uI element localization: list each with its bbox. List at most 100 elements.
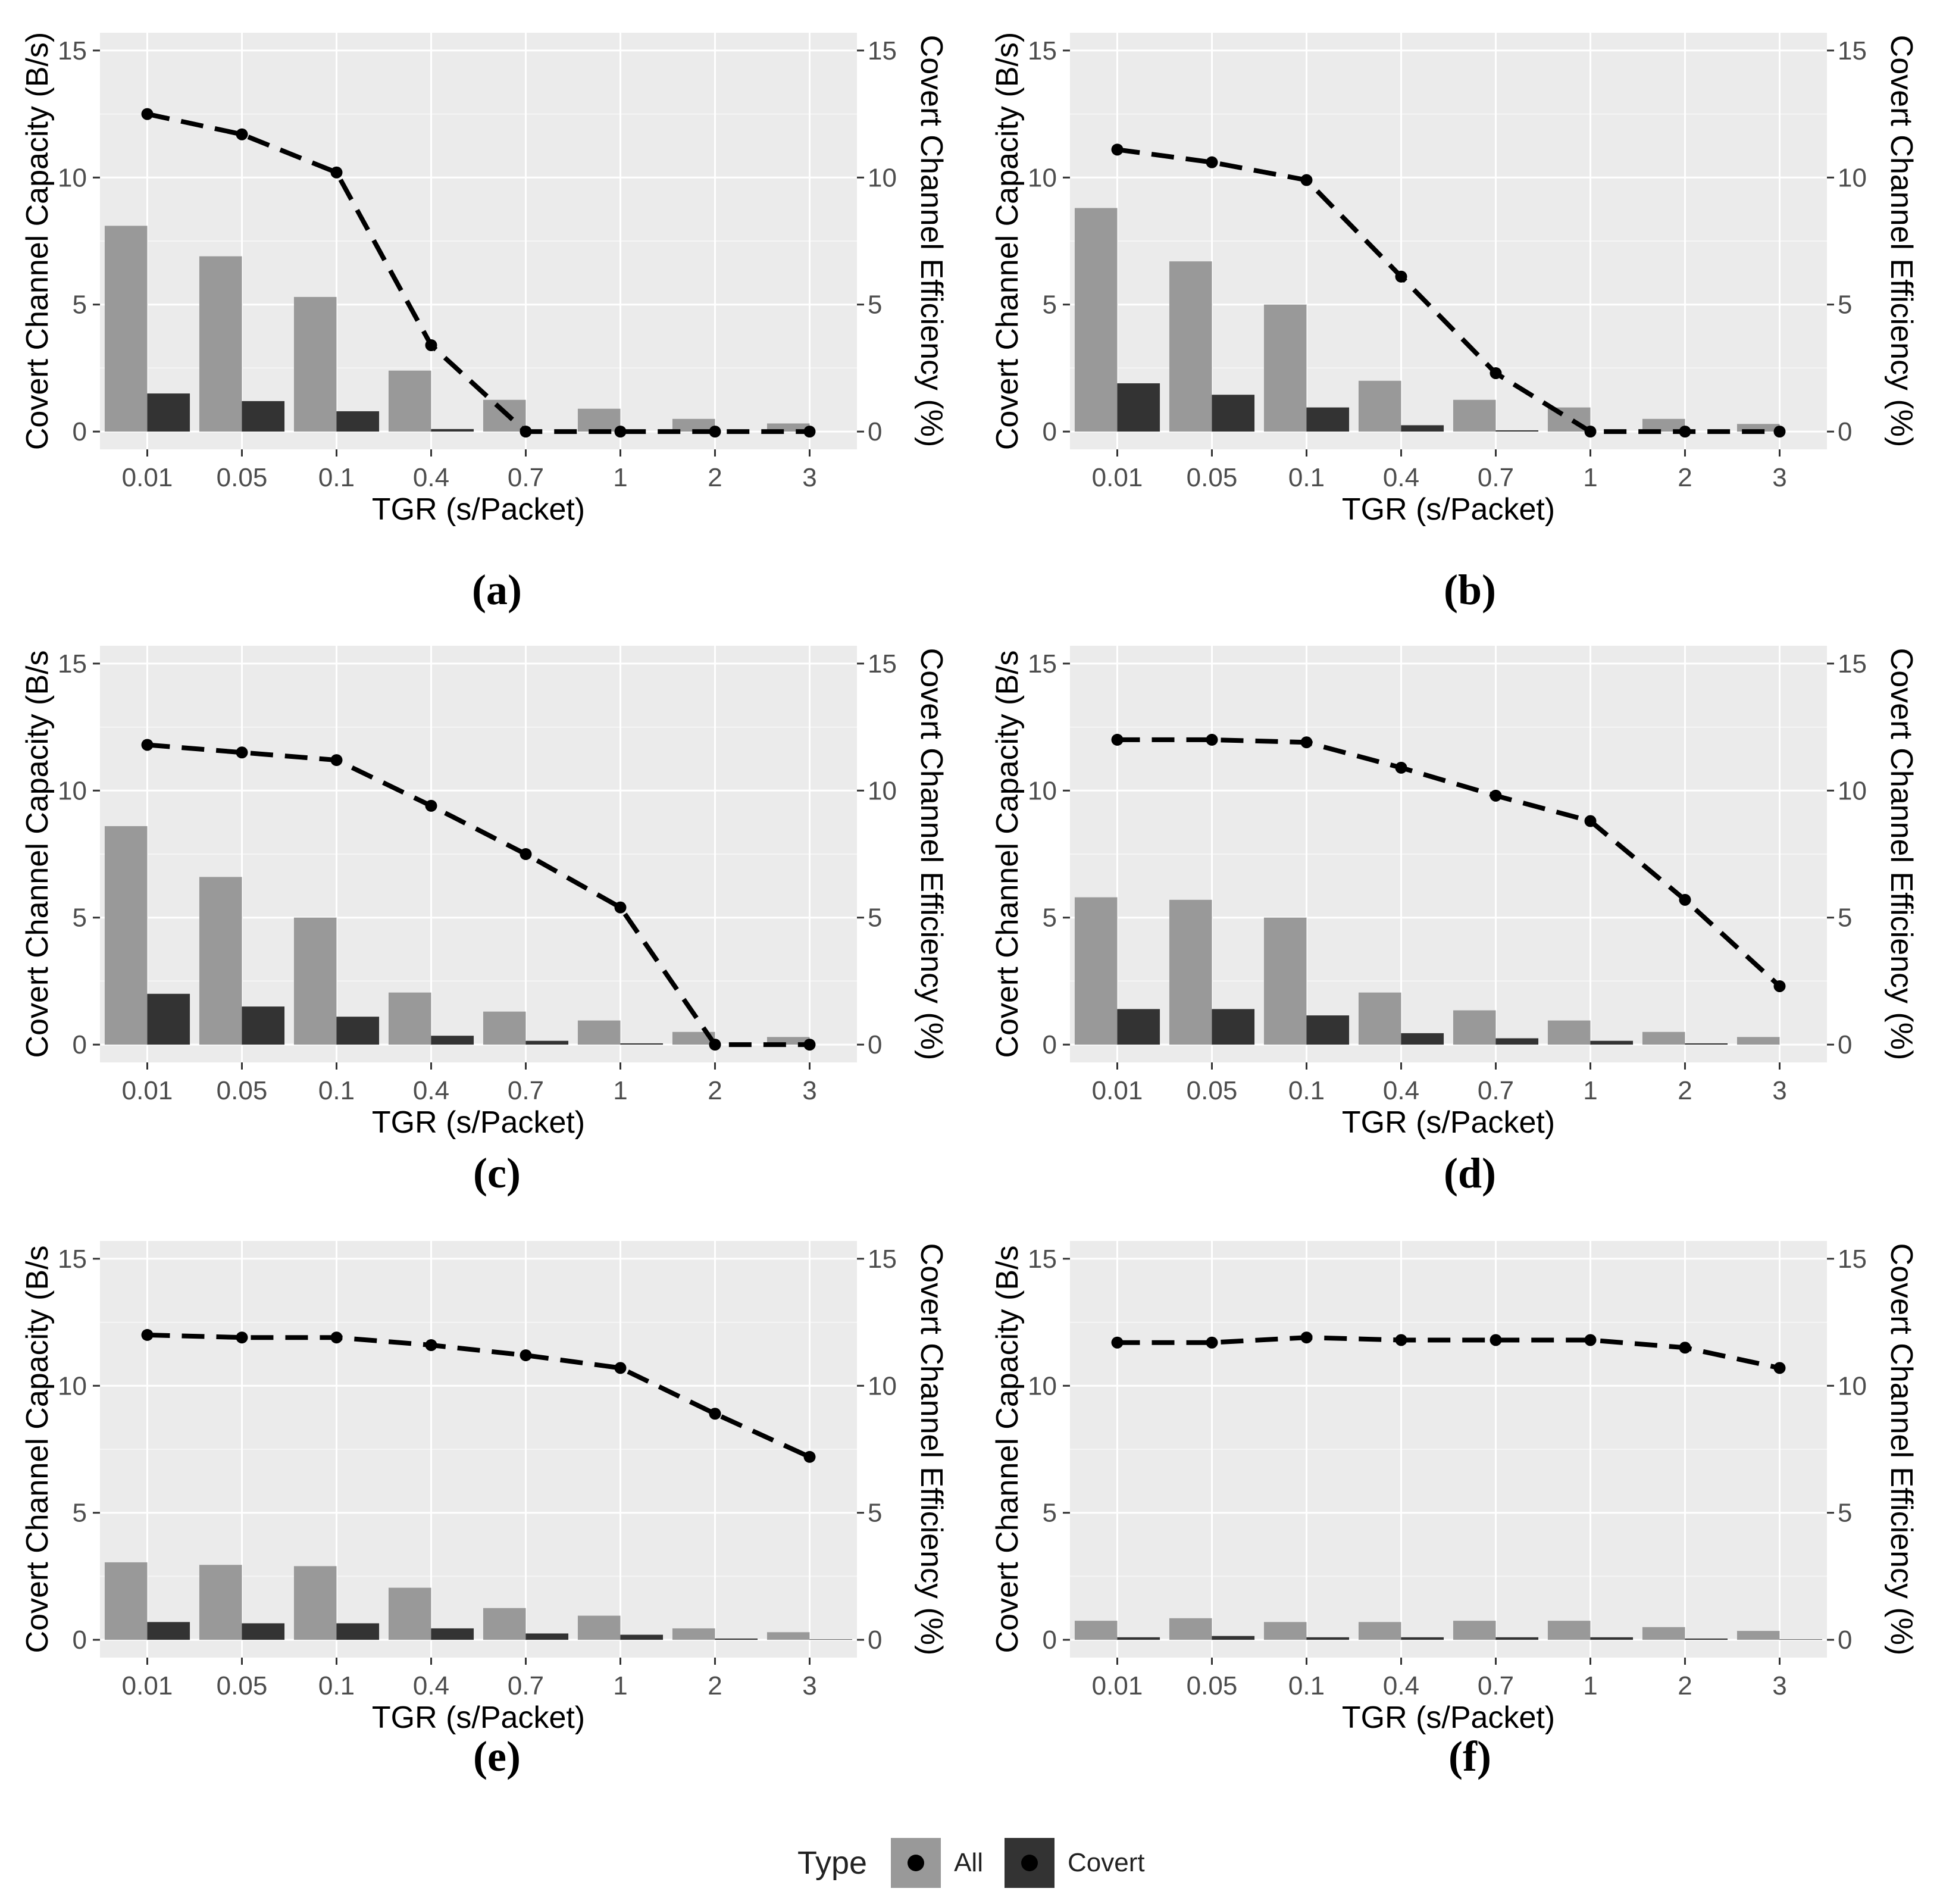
bar-all-0.01: [104, 226, 148, 432]
bar-all-0.1: [293, 296, 337, 432]
efficiency-point-0.01: [1111, 733, 1124, 746]
x-tick-label-1: 1: [613, 1076, 627, 1105]
efficiency-point-0.1: [1300, 174, 1313, 186]
efficiency-point-2: [709, 426, 721, 438]
bar-covert-0.4: [431, 1036, 474, 1045]
efficiency-point-0.1: [330, 166, 343, 179]
x-tick-label-0.4: 0.4: [413, 1076, 449, 1105]
bar-all-2: [1642, 418, 1685, 432]
bar-covert-0.4: [1401, 1637, 1444, 1640]
y-tick-label: 5: [73, 290, 87, 320]
bar-covert-0.4: [1401, 1033, 1444, 1045]
efficiency-point-3: [1773, 426, 1786, 438]
bar-all-0.4: [388, 992, 431, 1045]
y-axis-title: Covert Channel Capacity (B/s: [990, 651, 1025, 1058]
bar-covert-1: [620, 1043, 664, 1045]
bar-all-0.7: [1453, 399, 1496, 432]
y2-tick-label: 15: [1838, 649, 1867, 679]
y2-tick-label: 10: [868, 1371, 897, 1400]
efficiency-point-0.4: [425, 1339, 437, 1351]
y2-tick-label: 0: [868, 417, 882, 446]
bar-all-1: [1547, 1621, 1591, 1640]
x-tick-label-3: 3: [1772, 1671, 1786, 1700]
x-tick-label-1: 1: [613, 463, 627, 492]
caption-c: (c): [473, 1149, 521, 1197]
bar-covert-0.1: [1306, 407, 1350, 432]
y-tick-label: 10: [58, 1371, 87, 1400]
bar-all-0.7: [1453, 1621, 1496, 1640]
x-tick-label-0.1: 0.1: [1288, 1076, 1325, 1105]
x-tick-label-0.4: 0.4: [1383, 463, 1419, 492]
efficiency-point-3: [1773, 1362, 1786, 1374]
chart-panel-f: 0 5 10 15 0 5 10 15 0.01 0.05 0.1 0.4 0.7 1 2 3 TGR (s/P…: [990, 1241, 1919, 1735]
efficiency-point-1: [1584, 1334, 1597, 1346]
x-axis-title: TGR (s/Packet): [372, 492, 585, 527]
bar-all-0.01: [1074, 1621, 1118, 1640]
efficiency-point-0.01: [141, 1328, 154, 1341]
efficiency-point-0.1: [330, 754, 343, 767]
bar-all-2: [672, 418, 715, 432]
x-tick-label-3: 3: [802, 1076, 816, 1105]
x-tick-label-0.01: 0.01: [122, 1671, 173, 1700]
y-tick-label: 5: [73, 1499, 87, 1528]
x-tick-label-0.05: 0.05: [217, 1671, 268, 1700]
efficiency-point-3: [803, 1039, 816, 1051]
bar-all-2: [1642, 1627, 1685, 1640]
efficiency-point-0.4: [1395, 761, 1407, 774]
bar-all-3: [1736, 1631, 1780, 1640]
x-tick-label-0.4: 0.4: [1383, 1076, 1419, 1105]
bar-all-3: [1736, 1037, 1780, 1045]
x-tick-label-0.7: 0.7: [508, 463, 544, 492]
x-axis-title: TGR (s/Packet): [1342, 1105, 1555, 1140]
y-tick-label: 15: [58, 1245, 87, 1274]
legend-title: Type: [797, 1845, 868, 1881]
caption-b: (b): [1444, 566, 1496, 614]
y2-tick-label: 0: [1838, 417, 1852, 446]
efficiency-point-0.7: [520, 1349, 532, 1362]
y2-axis-title: Covert Channel Efficiency (%): [1884, 35, 1919, 448]
y2-tick-label: 5: [868, 1499, 882, 1528]
legend: Type All Covert: [797, 1833, 1166, 1893]
x-tick-label-2: 2: [1678, 1076, 1692, 1105]
efficiency-point-0.7: [1490, 789, 1502, 802]
x-tick-label-0.01: 0.01: [122, 1076, 173, 1105]
x-tick-label-0.05: 0.05: [217, 463, 268, 492]
y2-tick-label: 0: [868, 1030, 882, 1059]
y2-tick-label: 5: [1838, 903, 1852, 933]
x-tick-label-3: 3: [802, 463, 816, 492]
bar-all-3: [766, 1632, 810, 1640]
x-tick-label-0.05: 0.05: [1187, 1671, 1238, 1700]
y-tick-label: 5: [1043, 903, 1057, 933]
y2-axis-title: Covert Channel Efficiency (%): [1884, 1243, 1919, 1656]
y2-tick-label: 10: [868, 776, 897, 805]
y-tick-label: 15: [58, 649, 87, 679]
y-axis-title: Covert Channel Capacity (B/s): [20, 32, 55, 450]
bar-all-2: [672, 1628, 715, 1640]
y-tick-label: 0: [73, 1030, 87, 1059]
caption-d: (d): [1444, 1149, 1496, 1197]
efficiency-point-0.05: [1206, 733, 1218, 746]
bar-all-0.1: [1263, 1622, 1307, 1640]
bar-covert-0.01: [147, 1622, 190, 1640]
y2-tick-label: 15: [868, 36, 897, 65]
bar-covert-2: [1685, 1638, 1728, 1640]
bar-all-0.01: [104, 826, 148, 1045]
y-axis-title: Covert Channel Capacity (B/s: [20, 1246, 55, 1653]
bar-all-0.1: [1263, 304, 1307, 432]
efficiency-point-0.7: [1490, 1334, 1502, 1346]
efficiency-point-3: [803, 1450, 816, 1463]
efficiency-point-0.05: [236, 128, 248, 140]
efficiency-line: [1116, 147, 1780, 434]
x-tick-label-0.05: 0.05: [217, 1076, 268, 1105]
bar-covert-0.7: [1495, 430, 1539, 432]
bar-all-0.05: [1169, 899, 1212, 1045]
efficiency-point-0.4: [425, 339, 437, 351]
bar-all-0.4: [388, 1587, 431, 1640]
x-tick-label-0.4: 0.4: [413, 1671, 449, 1700]
x-axis-title: TGR (s/Packet): [1342, 1700, 1555, 1735]
x-tick-label-0.1: 0.1: [1288, 1671, 1325, 1700]
x-tick-label-0.7: 0.7: [1478, 1671, 1514, 1700]
y-tick-label: 10: [1028, 163, 1057, 192]
y2-tick-label: 15: [1838, 36, 1867, 65]
